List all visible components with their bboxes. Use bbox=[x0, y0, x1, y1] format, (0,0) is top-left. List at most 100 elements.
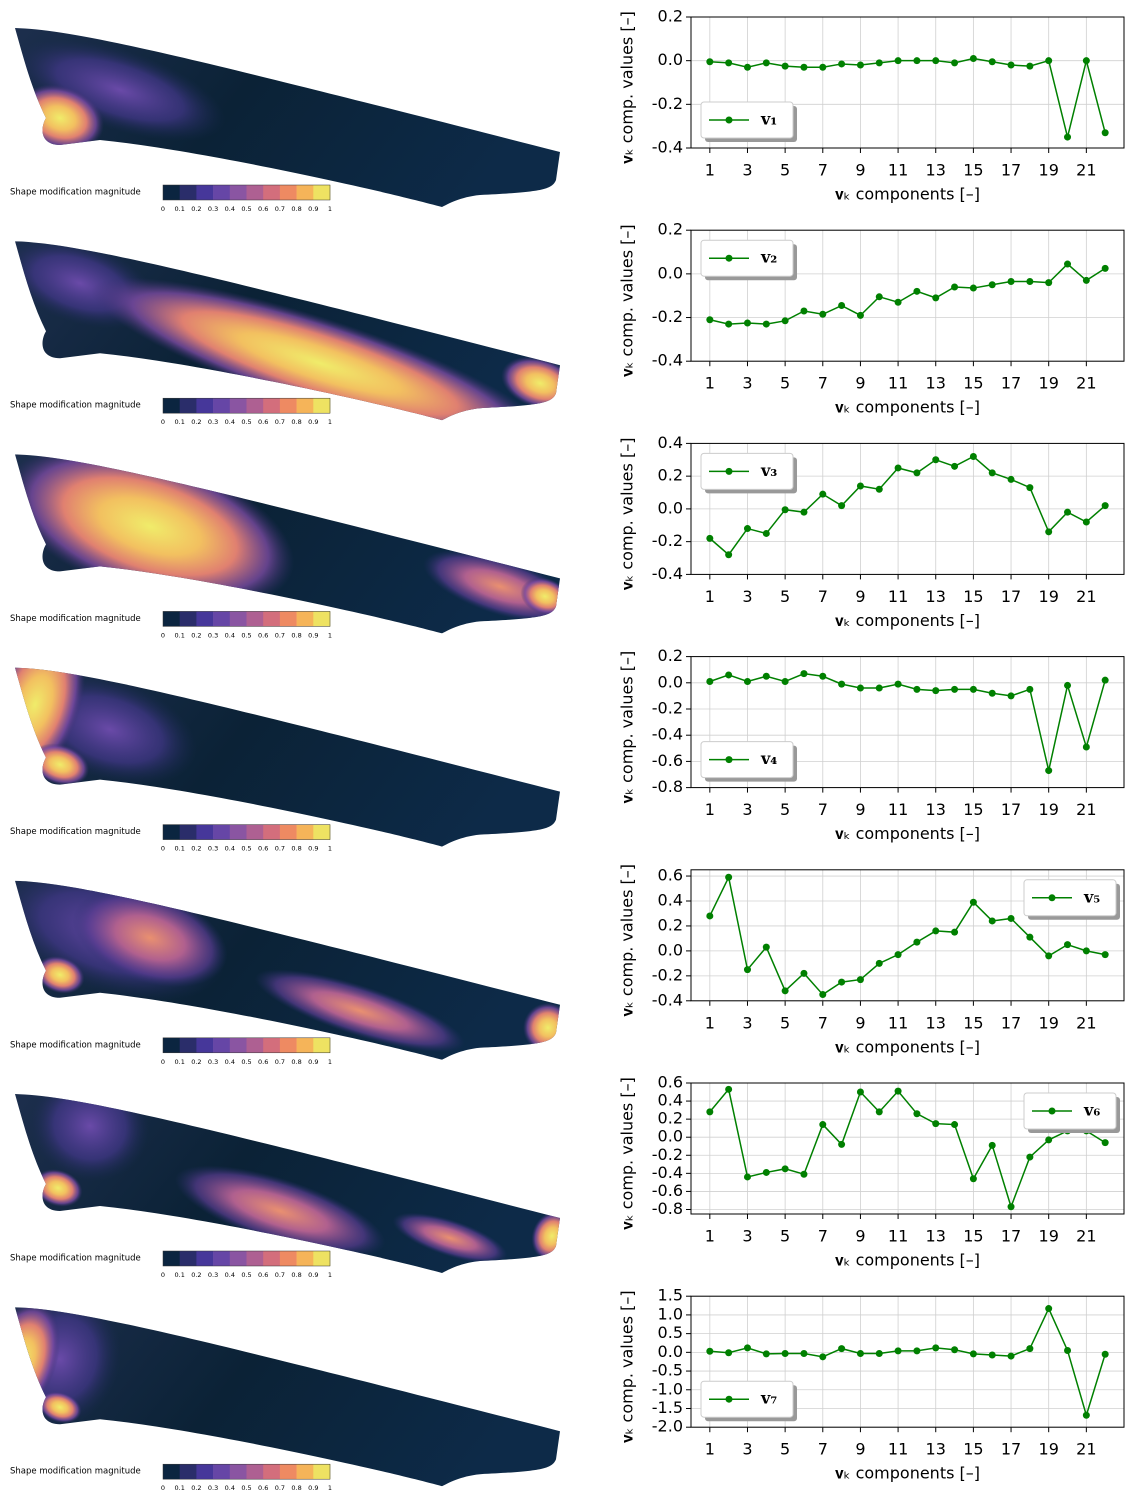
data-point bbox=[1064, 1346, 1072, 1354]
data-line bbox=[709, 1306, 1106, 1418]
colorbar-swatch bbox=[246, 1464, 264, 1480]
y-axis-label: 𝐯ₖ comp. values [–] bbox=[618, 651, 637, 804]
data-point bbox=[913, 938, 921, 946]
data-point bbox=[894, 57, 902, 65]
data-point bbox=[856, 684, 864, 692]
data-point bbox=[725, 551, 733, 559]
colorbar-tick-label: 0.5 bbox=[241, 1484, 251, 1492]
colorbar-swatch bbox=[229, 1464, 247, 1480]
x-axis-label: 𝐯ₖ components [–] bbox=[835, 824, 980, 843]
data-point bbox=[894, 680, 902, 688]
hull-highlight bbox=[531, 1211, 560, 1261]
data-point bbox=[1026, 1153, 1034, 1161]
data-line bbox=[709, 57, 1106, 138]
x-axis-label: 𝐯ₖ components [–] bbox=[835, 398, 980, 417]
x-tick-label: 11 bbox=[888, 587, 908, 606]
legend-marker bbox=[725, 1395, 733, 1403]
colorbar-swatch bbox=[196, 824, 214, 840]
colorbar-swatch bbox=[313, 824, 331, 840]
hull-highlight bbox=[30, 743, 90, 786]
data-point bbox=[875, 959, 883, 967]
data-point bbox=[1082, 1411, 1090, 1419]
data-point bbox=[969, 284, 977, 292]
colorbar-tick-label: 0 bbox=[161, 845, 165, 853]
data-point bbox=[1045, 1305, 1053, 1313]
x-tick-label: 15 bbox=[963, 800, 983, 819]
y-tick-label: 0.0 bbox=[658, 1127, 683, 1146]
x-tick-label: 15 bbox=[963, 161, 983, 180]
colorbar-swatch bbox=[279, 1464, 297, 1480]
data-point bbox=[988, 1351, 996, 1359]
hull-render bbox=[15, 880, 560, 1060]
hull-render bbox=[15, 454, 560, 634]
colorbar-tick-label: 0.6 bbox=[258, 1058, 268, 1066]
colorbar-tick-label: 0 bbox=[161, 1271, 165, 1279]
hull-panel: Shape modification magnitude 0 0.1 0.2 0.3 0.… bbox=[10, 454, 560, 639]
x-axis-label: 𝐯ₖ components [–] bbox=[835, 1251, 980, 1270]
data-point bbox=[800, 1349, 808, 1357]
colorbar-swatch bbox=[213, 185, 231, 200]
data-point bbox=[913, 287, 921, 295]
chart-panel: 1 3 5 7 9 11 13 15 17 19 210.60.40.20.0-0.2-0.4𝐯ₖ … bbox=[618, 864, 1125, 1056]
colorbar-swatch bbox=[279, 398, 297, 414]
legend-label: 𝐯₂ bbox=[760, 248, 777, 267]
colorbar-tick-label: 0.6 bbox=[258, 845, 268, 853]
colorbar-swatch bbox=[179, 1037, 197, 1053]
x-tick-label: 17 bbox=[1001, 1440, 1021, 1459]
legend: 𝐯₅ bbox=[1023, 879, 1120, 920]
colorbar-swatch bbox=[263, 611, 281, 627]
x-tick-label: 1 bbox=[705, 587, 715, 606]
colorbar-swatch bbox=[179, 185, 197, 200]
data-point bbox=[932, 927, 940, 935]
data-point bbox=[781, 677, 789, 685]
x-tick-label: 11 bbox=[888, 800, 908, 819]
data-point bbox=[743, 1344, 751, 1352]
y-tick-label: 0.0 bbox=[658, 1342, 683, 1361]
legend: 𝐯₇ bbox=[700, 1380, 797, 1422]
x-tick-label: 3 bbox=[742, 587, 752, 606]
colorbar-tick-label: 1 bbox=[328, 1484, 332, 1492]
x-tick-label: 19 bbox=[1039, 161, 1059, 180]
data-point bbox=[1026, 484, 1034, 492]
colorbar-tick-label: 0.9 bbox=[308, 1058, 318, 1066]
legend: 𝐯₄ bbox=[700, 741, 797, 782]
data-point bbox=[725, 320, 733, 328]
colorbar-label: Shape modification magnitude bbox=[10, 1040, 141, 1050]
data-point bbox=[743, 525, 751, 533]
chart-panel: 1 3 5 7 9 11 13 15 17 19 210.60.40.20.0-0.2-0.4-0.… bbox=[618, 1073, 1125, 1270]
data-point bbox=[988, 58, 996, 66]
colorbar-swatch bbox=[279, 185, 297, 200]
legend-marker bbox=[725, 116, 733, 124]
y-tick-label: 0.2 bbox=[658, 646, 683, 665]
x-tick-label: 15 bbox=[963, 1013, 983, 1032]
data-point bbox=[819, 1353, 827, 1361]
y-tick-label: 1.0 bbox=[658, 1304, 683, 1323]
colorbar-swatch bbox=[163, 1464, 180, 1480]
x-tick-label: 7 bbox=[818, 800, 828, 819]
colorbar-swatch bbox=[163, 398, 180, 414]
y-tick-label: -0.4 bbox=[652, 990, 683, 1009]
colorbar-tick-label: 0.9 bbox=[308, 845, 318, 853]
y-axis-label: 𝐯ₖ comp. values [–] bbox=[618, 438, 637, 591]
data-point bbox=[743, 63, 751, 71]
data-point bbox=[1101, 951, 1109, 959]
data-point bbox=[1007, 914, 1015, 922]
x-tick-label: 19 bbox=[1039, 1440, 1059, 1459]
data-point bbox=[781, 987, 789, 995]
y-axis-label: 𝐯ₖ comp. values [–] bbox=[618, 11, 637, 164]
y-tick-label: -0.8 bbox=[652, 777, 683, 796]
y-tick-label: 0.0 bbox=[658, 50, 683, 69]
x-tick-label: 21 bbox=[1076, 374, 1096, 393]
colorbar-swatch bbox=[196, 1251, 214, 1266]
data-point bbox=[800, 670, 808, 678]
x-tick-label: 21 bbox=[1076, 1440, 1096, 1459]
colorbar-tick-label: 0.3 bbox=[208, 1058, 218, 1066]
data-point bbox=[1082, 947, 1090, 955]
data-point bbox=[819, 991, 827, 999]
data-point bbox=[1045, 528, 1053, 536]
x-tick-label: 5 bbox=[780, 1013, 790, 1032]
legend-label: 𝐯₆ bbox=[1083, 1101, 1100, 1120]
colorbar-swatch bbox=[296, 824, 314, 840]
colorbar-swatch bbox=[213, 611, 231, 627]
